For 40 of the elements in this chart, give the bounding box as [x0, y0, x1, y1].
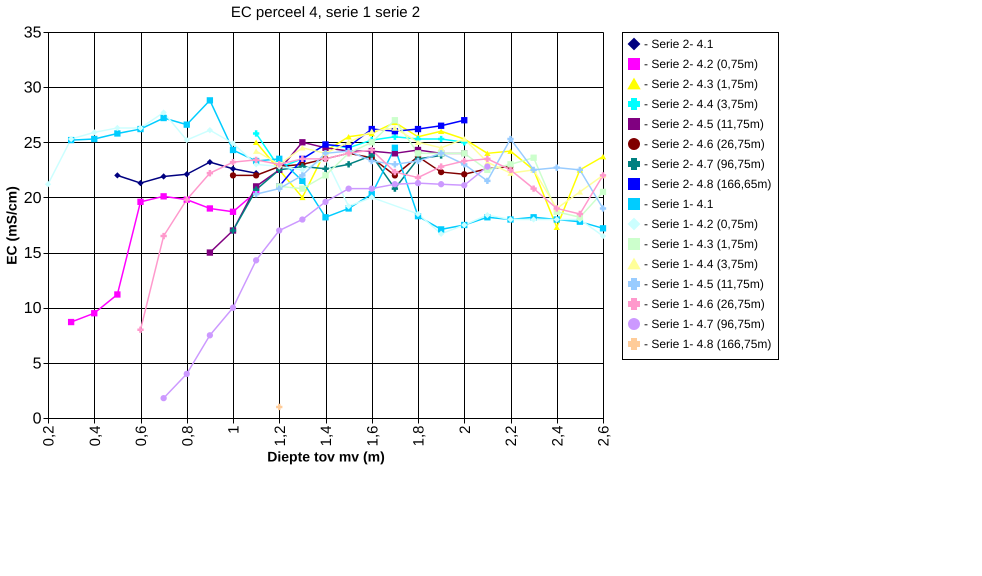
- legend-label: - Serie 2- 4.5 (11,75m): [644, 117, 764, 131]
- x-tick-label: 2,6: [596, 426, 612, 446]
- legend-label: - Serie 1- 4.7 (96,75m): [644, 317, 765, 331]
- chart-title: EC perceel 4, serie 1 serie 2: [230, 4, 420, 21]
- x-tick-label: 2: [456, 426, 474, 434]
- legend-label: - Serie 1- 4.5 (11,75m): [644, 277, 764, 291]
- x-tick-label: 1: [226, 426, 242, 434]
- y-tick-label: 30: [24, 80, 42, 97]
- x-tick-label: 1,8: [410, 426, 428, 446]
- legend-label: - Serie 2- 4.1: [644, 37, 714, 51]
- legend-label: - Serie 1- 4.2 (0,75m): [644, 217, 758, 231]
- y-tick-label: 15: [24, 245, 42, 262]
- x-tick-label: 1,4: [318, 426, 335, 446]
- legend-label: - Serie 1- 4.6 (26,75m): [644, 297, 765, 311]
- legend-label: - Serie 2- 4.8 (166,65m): [644, 177, 772, 191]
- legend-label: - Serie 1- 4.4 (3,75m): [644, 257, 758, 271]
- y-tick-label: 10: [24, 300, 42, 318]
- y-tick-label: 20: [24, 190, 42, 207]
- y-tick-label: 25: [24, 134, 42, 152]
- legend-label: - Serie 1- 4.1: [644, 197, 714, 211]
- legend-label: - Serie 2- 4.6 (26,75m): [644, 137, 765, 151]
- x-tick-label: 0,6: [133, 426, 150, 446]
- x-tick-label: 0,4: [86, 426, 104, 446]
- y-axis-title: EC (mS/cm): [4, 186, 20, 265]
- y-tick-label: 5: [32, 355, 42, 372]
- y-tick-label: 35: [24, 24, 42, 42]
- x-tick-label: 0,2: [40, 426, 58, 446]
- legend-label: - Serie 2- 4.2 (0,75m): [644, 57, 758, 71]
- legend-label: - Serie 1- 4.3 (1,75m): [644, 237, 758, 251]
- legend-label: - Serie 2- 4.7 (96,75m): [644, 157, 765, 171]
- legend-label: - Serie 1- 4.8 (166,75m): [644, 337, 772, 351]
- y-tick-label: 0: [32, 410, 42, 428]
- x-tick-label: 1,2: [272, 426, 289, 446]
- x-axis-title: Diepte tov mv (m): [267, 448, 385, 464]
- x-tick-label: 0,8: [179, 426, 196, 446]
- x-tick-label: 1,6: [364, 426, 382, 446]
- x-tick-label: 2,4: [549, 426, 566, 446]
- x-tick-label: 2,2: [503, 426, 520, 446]
- legend-label: - Serie 2- 4.4 (3,75m): [644, 97, 758, 111]
- legend-label: - Serie 2- 4.3 (1,75m): [644, 77, 758, 91]
